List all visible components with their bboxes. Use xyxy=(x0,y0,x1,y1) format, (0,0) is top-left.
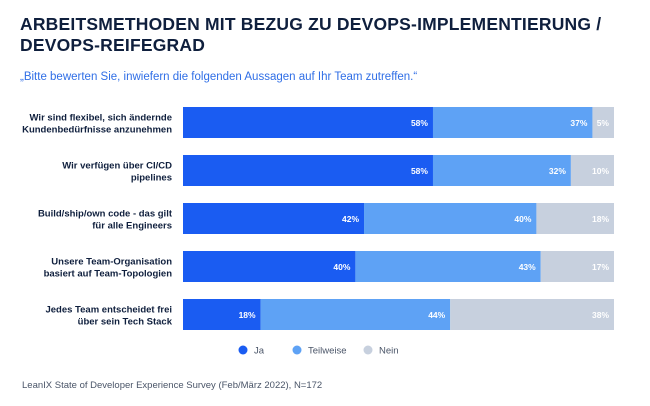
data-label: 44% xyxy=(428,310,445,320)
bars-layer: Wir sind flexibel, sich ändernde Kundenbe… xyxy=(22,107,614,330)
data-label: 43% xyxy=(519,262,536,272)
bar-row: Jedes Team entscheidet frei über sein Tec… xyxy=(45,299,614,330)
bar-row: Unsere Team-Organisation basiert auf Team… xyxy=(44,251,614,282)
data-label: 42% xyxy=(342,214,359,224)
bar-row: Build/ship/own code - das gilt für alle E… xyxy=(38,203,614,234)
bar-segment-ja xyxy=(183,299,261,330)
category-label: Wir verfügen über CI/CD pipelines xyxy=(62,161,172,184)
category-label: Unsere Team-Organisation basiert auf Team… xyxy=(44,257,173,280)
bar-segment-teilweise xyxy=(432,107,593,138)
data-label: 10% xyxy=(592,166,609,176)
data-label: 32% xyxy=(549,166,566,176)
category-label: Wir sind flexibel, sich ändernde Kundenbe… xyxy=(22,113,172,136)
data-label: 38% xyxy=(592,310,609,320)
legend-dot-icon xyxy=(363,345,373,355)
bar-segment-ja xyxy=(183,203,365,234)
bar-segment-teilweise xyxy=(364,203,537,234)
data-label: 18% xyxy=(239,310,256,320)
legend-dot-icon xyxy=(292,345,302,355)
category-label: Build/ship/own code - das gilt für alle E… xyxy=(38,209,173,232)
data-label: 40% xyxy=(333,262,350,272)
bar-segment-teilweise xyxy=(355,251,541,282)
bar-segment-nein xyxy=(450,299,614,330)
data-label: 5% xyxy=(597,118,610,128)
bar-segment-teilweise xyxy=(432,155,571,186)
data-label: 18% xyxy=(592,214,609,224)
legend-label: Teilweise xyxy=(308,346,347,357)
bar-segment-nein xyxy=(540,251,614,282)
bar-row: Wir verfügen über CI/CD pipelines 58% 32% 10… xyxy=(62,155,614,186)
source-note: LeanIX State of Developer Experience Sur… xyxy=(22,380,323,391)
chart-subtitle: „Bitte bewerten Sie, inwiefern die folge… xyxy=(20,71,418,83)
legend-item: Teilweise xyxy=(292,345,347,357)
bar-segment-nein xyxy=(570,155,614,186)
bar-segment-nein xyxy=(592,107,614,138)
legend: Ja Teilweise Nein xyxy=(238,345,399,357)
legend-label: Ja xyxy=(254,346,265,357)
category-label: Jedes Team entscheidet frei über sein Tec… xyxy=(45,305,172,328)
data-label: 58% xyxy=(411,166,428,176)
data-label: 40% xyxy=(514,214,531,224)
bar-segment-ja xyxy=(183,251,356,282)
bar-segment-teilweise xyxy=(260,299,451,330)
legend-label: Nein xyxy=(379,346,399,357)
chart-title: ARBEITSMETHODEN MIT BEZUG ZU DEVOPS-IMPL… xyxy=(20,14,602,55)
bar-row: Wir sind flexibel, sich ändernde Kundenbe… xyxy=(22,107,614,138)
bar-segment-ja xyxy=(183,107,433,138)
bar-segment-nein xyxy=(536,203,614,234)
bar-segment-ja xyxy=(183,155,433,186)
data-label: 37% xyxy=(570,118,587,128)
data-label: 58% xyxy=(411,118,428,128)
legend-item: Nein xyxy=(363,345,399,357)
legend-dot-icon xyxy=(238,345,248,355)
legend-item: Ja xyxy=(238,345,265,357)
data-label: 17% xyxy=(592,262,609,272)
